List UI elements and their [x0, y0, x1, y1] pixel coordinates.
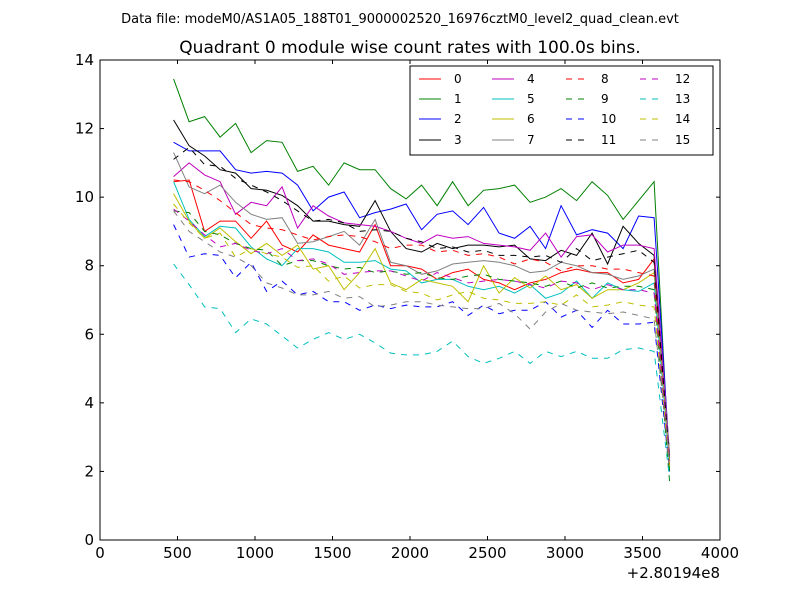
y-tick-label: 8	[84, 257, 94, 275]
y-tick-label: 0	[84, 531, 94, 549]
suptitle: Data file: modeM0/AS1A05_188T01_90000025…	[121, 12, 679, 27]
x-axis: 0 500 1000 1500 2000 2500 3000 3500 4000	[95, 60, 739, 562]
series-line-4	[173, 162, 671, 455]
x-tick-label: 1000	[236, 544, 274, 562]
legend-label-6: 6	[527, 112, 535, 126]
series-line-13	[173, 263, 671, 479]
x-tick-label: 4000	[701, 544, 739, 562]
y-tick-label: 14	[75, 51, 94, 69]
legend-label-8: 8	[601, 72, 609, 86]
series-line-8	[173, 179, 671, 465]
x-tick-label: 0	[95, 544, 105, 562]
legend-label-7: 7	[527, 133, 535, 147]
plot-lines	[173, 78, 671, 482]
series-line-15	[173, 210, 671, 462]
legend-label-2: 2	[454, 112, 462, 126]
legend-label-15: 15	[675, 133, 690, 147]
x-tick-label: 1500	[313, 544, 351, 562]
legend-label-5: 5	[527, 92, 535, 106]
series-line-12	[173, 208, 671, 462]
y-tick-label: 2	[84, 462, 94, 480]
x-offset-label: +2.80194e8	[627, 564, 720, 582]
legend-box	[409, 65, 714, 156]
chart-title: Quadrant 0 module wise count rates with …	[179, 38, 640, 58]
series-line-11	[173, 146, 671, 462]
y-tick-label: 12	[75, 120, 94, 138]
legend-label-4: 4	[527, 72, 535, 86]
series-line-3	[173, 119, 671, 462]
x-tick-label: 3500	[623, 544, 661, 562]
legend-label-11: 11	[601, 133, 616, 147]
x-tick-label: 2000	[391, 544, 429, 562]
series-line-0	[173, 179, 671, 458]
legend-label-3: 3	[454, 133, 462, 147]
legend-label-10: 10	[601, 112, 616, 126]
series-line-2	[173, 141, 671, 458]
series-line-5	[173, 181, 671, 465]
x-tick-label: 2500	[468, 544, 506, 562]
legend-label-9: 9	[601, 92, 609, 106]
y-tick-label: 6	[84, 325, 94, 343]
legend-label-0: 0	[454, 72, 462, 86]
x-tick-label: 3000	[546, 544, 584, 562]
legend-label-1: 1	[454, 92, 462, 106]
series-line-14	[173, 203, 671, 469]
series-line-7	[173, 152, 671, 455]
y-tick-label: 10	[75, 188, 94, 206]
legend-label-13: 13	[675, 92, 690, 106]
y-tick-label: 4	[84, 394, 94, 412]
legend-label-14: 14	[675, 112, 690, 126]
x-tick-label: 500	[163, 544, 192, 562]
series-line-1	[173, 78, 671, 472]
legend-label-12: 12	[675, 72, 690, 86]
series-line-6	[173, 193, 671, 462]
